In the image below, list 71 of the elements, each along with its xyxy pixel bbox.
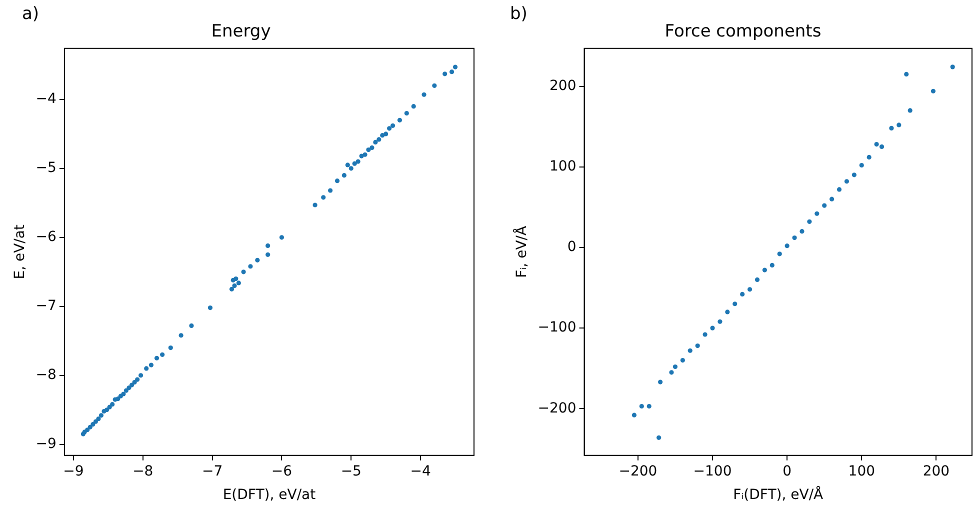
point bbox=[762, 268, 768, 272]
y-tick-label: −200 bbox=[538, 400, 576, 416]
point bbox=[866, 154, 872, 160]
x-tick-label: −6 bbox=[271, 463, 292, 480]
text: b) bbox=[510, 4, 528, 24]
chart-title: Force components bbox=[664, 22, 822, 42]
text: a) bbox=[22, 4, 40, 24]
point bbox=[904, 72, 909, 76]
y-tick-label: 100 bbox=[550, 158, 576, 175]
y-tick-label: −9 bbox=[36, 436, 56, 452]
y-tick-label: 0 bbox=[567, 239, 576, 256]
x-tick-label: −4 bbox=[410, 463, 431, 480]
y-tick-label: −8 bbox=[36, 367, 56, 384]
x-tick-label: −5 bbox=[340, 463, 362, 480]
y-axis-title: E, eV/at bbox=[12, 224, 28, 280]
point bbox=[747, 287, 752, 292]
point bbox=[800, 229, 804, 234]
point bbox=[688, 348, 692, 353]
point bbox=[874, 142, 879, 147]
point bbox=[807, 219, 812, 224]
point bbox=[680, 358, 685, 363]
point bbox=[639, 404, 644, 409]
y-tick-label: −100 bbox=[538, 320, 576, 336]
x-tick-label: −7 bbox=[202, 463, 223, 480]
point bbox=[830, 196, 834, 202]
point bbox=[908, 108, 912, 113]
point bbox=[814, 211, 820, 216]
point bbox=[669, 370, 674, 375]
x-tick-label: −100 bbox=[693, 463, 732, 480]
x-axis-title: Fᵢ(DFT), eV/Å bbox=[733, 486, 824, 504]
point bbox=[852, 172, 856, 178]
chart-title: Energy bbox=[211, 22, 271, 42]
point bbox=[754, 277, 760, 282]
y-tick-label: −6 bbox=[36, 229, 57, 246]
y-axis-title: Fᵢ, eV/Å bbox=[513, 226, 530, 278]
point bbox=[836, 187, 842, 192]
point bbox=[792, 235, 797, 240]
point bbox=[844, 179, 850, 184]
point bbox=[702, 332, 708, 337]
point bbox=[695, 343, 700, 348]
point bbox=[656, 435, 662, 440]
x-tick-label: −9 bbox=[63, 463, 84, 480]
point bbox=[732, 302, 738, 306]
point bbox=[950, 64, 955, 70]
point bbox=[725, 310, 730, 314]
y-tick-label: 200 bbox=[550, 78, 576, 94]
point bbox=[896, 122, 902, 128]
point bbox=[879, 144, 884, 150]
point bbox=[672, 364, 678, 370]
y-tick-label: −4 bbox=[36, 91, 57, 108]
y-tick-label: −5 bbox=[36, 160, 56, 176]
y-tick-label: −7 bbox=[36, 298, 56, 314]
x-tick-label: 100 bbox=[848, 463, 876, 480]
point bbox=[718, 319, 722, 324]
x-tick-label: 200 bbox=[922, 463, 950, 480]
point bbox=[930, 88, 936, 94]
x-tick-label: 0 bbox=[782, 463, 792, 480]
point bbox=[632, 412, 637, 418]
point bbox=[770, 262, 774, 268]
point bbox=[658, 380, 663, 384]
point bbox=[777, 252, 782, 256]
point bbox=[859, 162, 864, 168]
point bbox=[646, 404, 652, 409]
point bbox=[710, 326, 715, 330]
x-axis-title: E(DFT), eV/at bbox=[222, 487, 316, 504]
x-tick-label: −8 bbox=[132, 463, 154, 480]
point bbox=[740, 292, 745, 297]
point bbox=[822, 203, 827, 208]
point bbox=[889, 126, 894, 130]
point bbox=[784, 244, 790, 248]
x-tick-label: −200 bbox=[618, 463, 658, 480]
